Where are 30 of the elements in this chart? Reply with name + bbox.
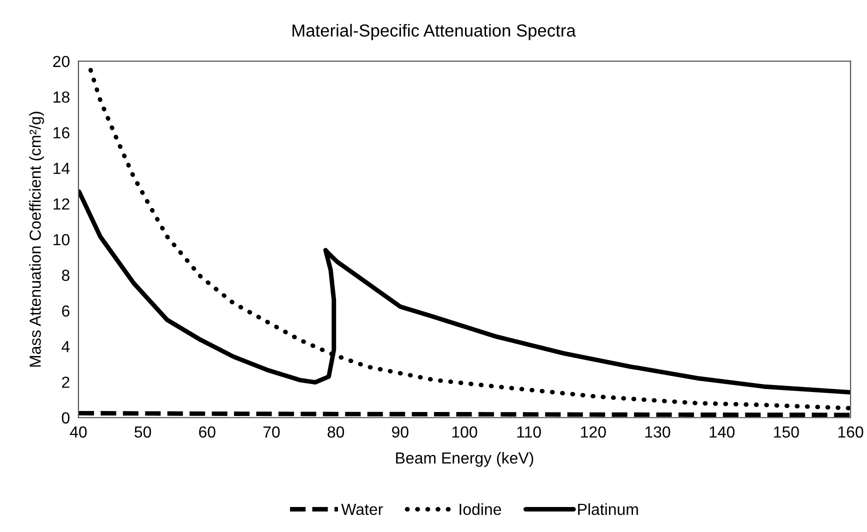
x-tick-label: 160 [838,426,864,438]
x-tick-label: 60 [199,426,216,438]
y-tick-label: 10 [54,234,70,246]
y-axis-title: Mass Attenuation Coefficient (cm²/g) [29,112,44,367]
chart-title: Material-Specific Attenuation Spectra [292,24,576,40]
x-tick-label: 120 [581,426,606,438]
y-tick-label: 14 [54,162,70,174]
y-tick-label: 12 [54,198,70,210]
x-tick-label: 100 [452,426,478,438]
legend-label: Water [341,504,383,516]
x-tick-label: 110 [517,426,541,438]
x-tick-label: 40 [70,426,87,438]
y-tick-label: 4 [62,341,70,352]
y-tick-label: 6 [62,305,70,317]
y-tick-label: 16 [54,127,70,138]
y-tick-label: 18 [54,91,70,103]
y-tick-label: 0 [62,412,70,424]
x-tick-label: 140 [710,426,735,438]
x-tick-label: 90 [392,426,408,438]
x-tick-label: 80 [328,426,344,438]
x-axis-title: Beam Energy (keV) [396,452,534,467]
legend-label: Platinum [578,503,638,516]
legend-label: Iodine [460,503,502,516]
x-tick-label: 70 [263,426,280,438]
y-tick-label: 20 [53,56,70,68]
x-tick-label: 130 [645,426,670,438]
x-tick-label: 50 [134,426,152,438]
y-tick-label: 2 [62,376,70,388]
x-tick-label: 150 [774,426,799,438]
y-tick-label: 8 [62,270,70,281]
